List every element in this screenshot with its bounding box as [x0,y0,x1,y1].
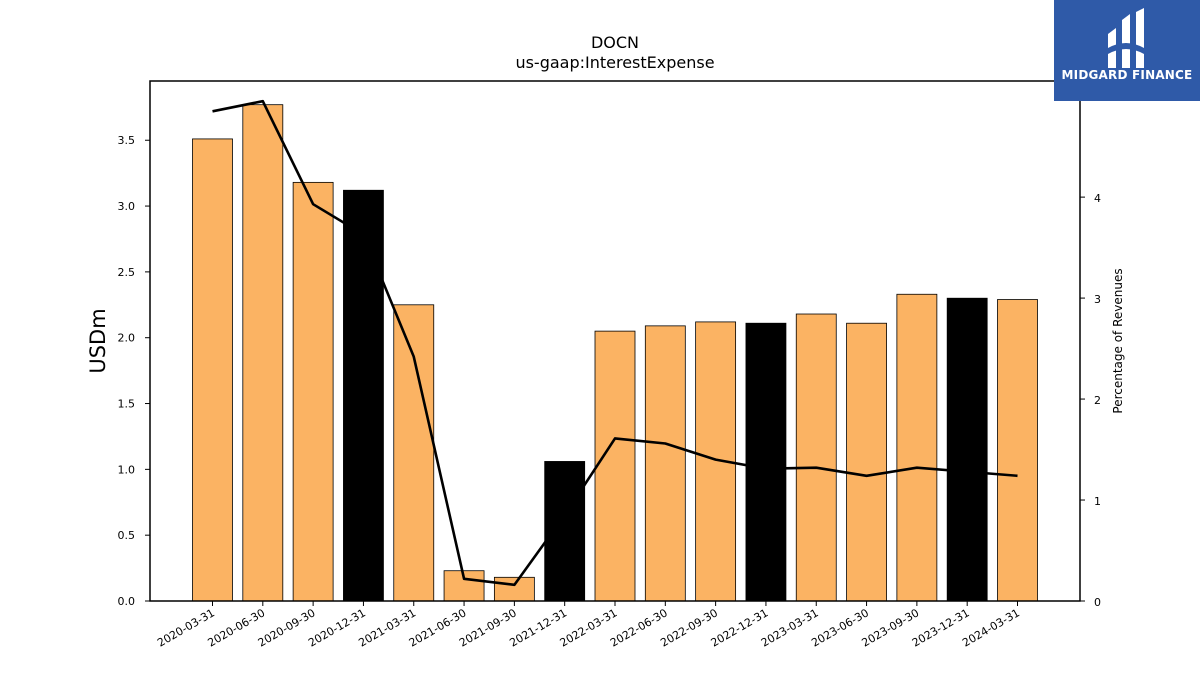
chart-title: DOCN [591,33,639,52]
bars [192,104,1038,602]
logo-text: MIDGARD FINANCE [1061,68,1193,82]
bar [896,293,938,602]
bar [292,181,334,602]
y-tick-label: 0.5 [118,529,136,542]
percentage-line [212,99,1018,587]
bar [343,189,384,602]
bar [493,576,535,602]
bar [997,299,1038,602]
y-tick-label: 1.0 [118,463,136,476]
bar [242,104,284,602]
y2-tick-label: 3 [1094,293,1101,306]
bar [946,297,988,602]
y-tick-label: 3.0 [118,200,136,213]
y-tick-label: 2.5 [118,266,136,279]
y2-tick-label: 2 [1094,394,1101,407]
y2-tick-label: 1 [1094,495,1101,508]
bar [745,322,787,602]
bar [795,313,837,602]
y-tick-label: 2.0 [118,332,136,345]
percentage-line-layer [212,99,1018,587]
x-tick-label: 2024-03-31 [960,606,1022,649]
y-tick-label: 1.5 [118,398,136,411]
logo-mark-icon [1108,8,1144,68]
midgard-finance-logo: MIDGARD FINANCE [1054,0,1200,101]
y2-axis-label: Percentage of Revenues [1111,268,1125,413]
bar [846,322,887,602]
bar [192,138,233,602]
y-axis-label: USDm [86,308,110,373]
bar [594,330,636,602]
y2-tick-label: 4 [1094,192,1101,205]
bar [644,325,686,602]
bar [393,304,435,602]
y-tick-label: 3.5 [118,134,136,147]
y-axis-left: 0.0 0.5 1.0 1.5 2.0 2.5 3.0 3.5 [118,134,150,608]
chart-subtitle: us-gaap:InterestExpense [515,53,714,72]
x-axis: 2020-03-312020-06-302020-09-302020-12-31… [155,601,1022,650]
bar [544,461,586,602]
y-axis-right: 012345 [1080,91,1101,609]
y2-tick-label: 0 [1094,596,1101,609]
y-tick-label: 0.0 [118,595,136,608]
